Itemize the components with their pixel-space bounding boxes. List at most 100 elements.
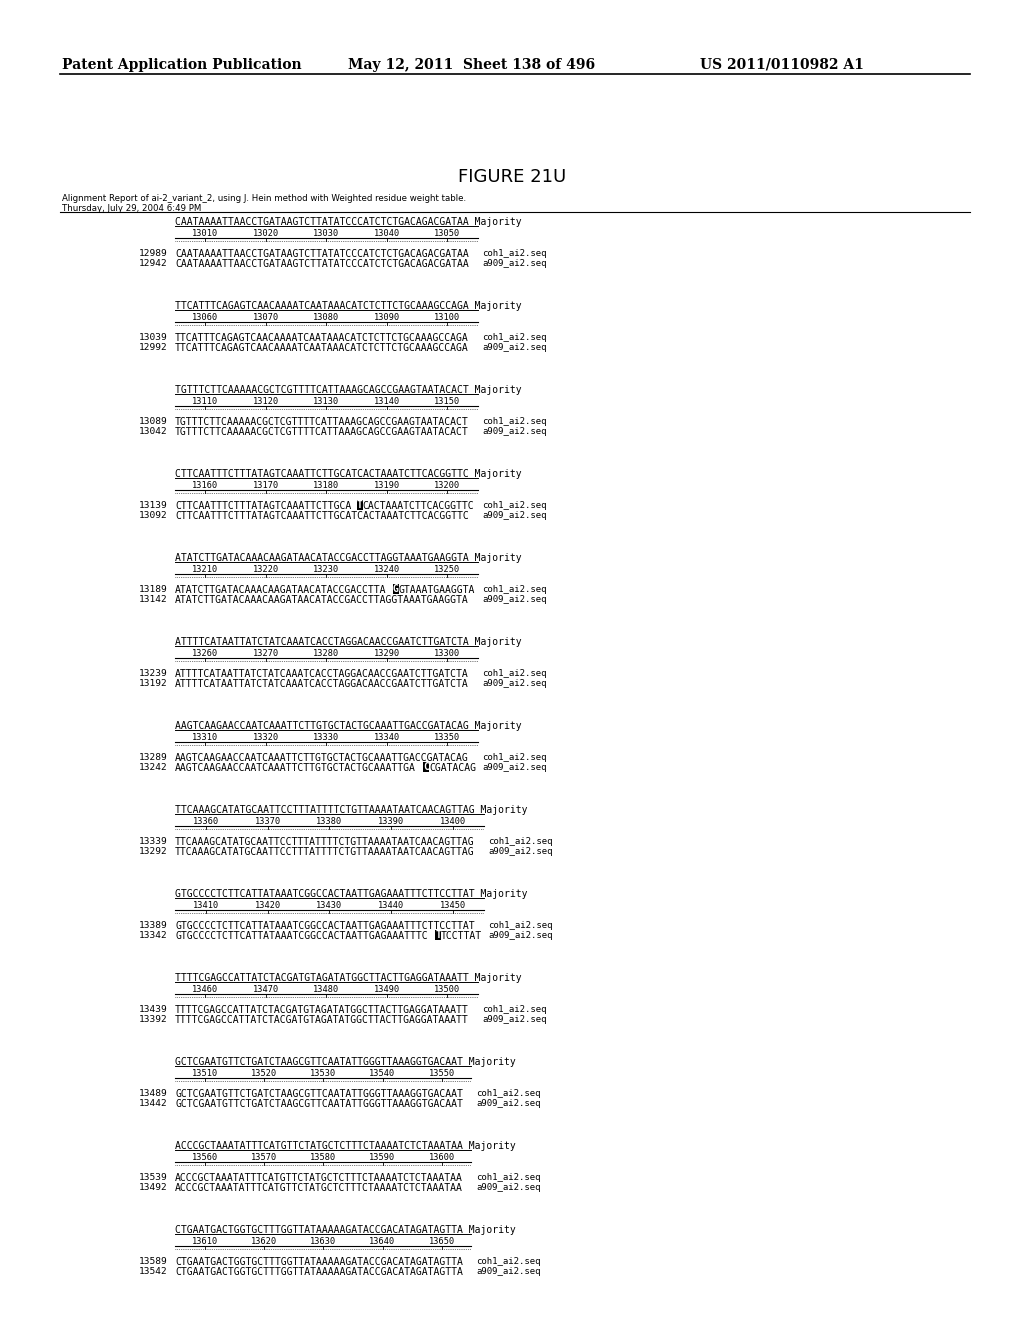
Text: CTGAATGACTGGTGCTTTGGTTATAAAAAGATACCGACATAGATAGTTA: CTGAATGACTGGTGCTTTGGTTATAAAAAGATACCGACAT… (175, 1257, 463, 1267)
Text: US 2011/0110982 A1: US 2011/0110982 A1 (700, 58, 864, 73)
Text: GCTCGAATGTTCTGATCTAAGCGTTCAATATTGGGTTAAAGGTGACAAT: GCTCGAATGTTCTGATCTAAGCGTTCAATATTGGGTTAAA… (175, 1100, 463, 1109)
Text: 13150: 13150 (434, 397, 461, 407)
Text: 13590: 13590 (370, 1152, 395, 1162)
Text: 13310: 13310 (193, 733, 218, 742)
Text: FIGURE 21U: FIGURE 21U (458, 168, 566, 186)
Text: TTTTCGAGCCATTATCTACGATGTAGATATGGCTTACTTGAGGATAAATT: TTTTCGAGCCATTATCTACGATGTAGATATGGCTTACTTG… (175, 1015, 469, 1026)
Text: 13340: 13340 (374, 733, 400, 742)
Text: 13470: 13470 (253, 985, 279, 994)
Text: a909_ai2.seq: a909_ai2.seq (482, 426, 547, 436)
Text: CACTAAATCTTCACGGTTC: CACTAAATCTTCACGGTTC (362, 502, 474, 511)
Text: 13039: 13039 (139, 333, 168, 342)
Text: 13430: 13430 (316, 902, 342, 909)
Text: GCTCGAATGTTCTGATCTAAGCGTTCAATATTGGGTTAAAGGTGACAAT Majority: GCTCGAATGTTCTGATCTAAGCGTTCAATATTGGGTTAAA… (175, 1057, 516, 1067)
Text: TTTTCGAGCCATTATCTACGATGTAGATATGGCTTACTTGAGGATAAATT: TTTTCGAGCCATTATCTACGATGTAGATATGGCTTACTTG… (175, 1005, 469, 1015)
Text: 13292: 13292 (139, 847, 168, 855)
Text: 13480: 13480 (313, 985, 339, 994)
Text: 13500: 13500 (434, 985, 461, 994)
Text: 13410: 13410 (193, 902, 219, 909)
Text: AAGTCAAGAACCAATCAAATTCTTGTGCTACTGCAAATTGA: AAGTCAAGAACCAATCAAATTCTTGTGCTACTGCAAATTG… (175, 763, 416, 774)
Text: 13230: 13230 (313, 565, 339, 574)
Text: 13120: 13120 (253, 397, 279, 407)
Text: TGTTTCTTCAAAAACGCTCGTTTTCATTAAAGCAGCCGAAGTAATACACT Majority: TGTTTCTTCAAAAACGCTCGTTTTCATTAAAGCAGCCGAA… (175, 385, 521, 395)
Text: 13390: 13390 (378, 817, 404, 826)
Text: 13170: 13170 (253, 480, 279, 490)
Text: CTGAATGACTGGTGCTTTGGTTATAAAAAGATACCGACATAGATAGTTA: CTGAATGACTGGTGCTTTGGTTATAAAAAGATACCGACAT… (175, 1267, 463, 1276)
Text: TTTTCGAGCCATTATCTACGATGTAGATATGGCTTACTTGAGGATAAATT Majority: TTTTCGAGCCATTATCTACGATGTAGATATGGCTTACTTG… (175, 973, 521, 983)
Text: 13360: 13360 (193, 817, 219, 826)
Text: 13400: 13400 (439, 817, 466, 826)
Text: 13070: 13070 (253, 313, 279, 322)
Text: 13042: 13042 (139, 426, 168, 436)
Text: 13460: 13460 (193, 985, 218, 994)
Text: 13510: 13510 (191, 1069, 218, 1078)
Text: 13350: 13350 (434, 733, 461, 742)
Text: TTCAAAGCATATGCAATTCCTTTATTTTCTGTTAAAATAATCAACAGTTAG: TTCAAAGCATATGCAATTCCTTTATTTTCTGTTAAAATAA… (175, 837, 475, 847)
Text: ATTTTCATAATTATCTATCAAATCACCTAGGACAACCGAATCTTGATCTA: ATTTTCATAATTATCTATCAAATCACCTAGGACAACCGAA… (175, 678, 469, 689)
Text: 13542: 13542 (139, 1267, 168, 1276)
Text: G: G (393, 583, 398, 594)
Text: ATATCTTGATACAAACAAGATAACATACCGACCTTAGGTAAATGAAGGTA Majority: ATATCTTGATACAAACAAGATAACATACCGACCTTAGGTA… (175, 553, 521, 564)
Text: 13540: 13540 (370, 1069, 395, 1078)
Text: CAATAAAATTAACCTGATAAGTCTTATATCCCATCTCTGACAGACGATAA Majority: CAATAAAATTAACCTGATAAGTCTTATATCCCATCTCTGA… (175, 216, 521, 227)
Text: coh1_ai2.seq: coh1_ai2.seq (476, 1257, 541, 1266)
Text: 13140: 13140 (374, 397, 400, 407)
Text: coh1_ai2.seq: coh1_ai2.seq (482, 585, 547, 594)
Text: 13440: 13440 (378, 902, 404, 909)
Text: 13320: 13320 (253, 733, 279, 742)
Text: Thursday, July 29, 2004 6:49 PM: Thursday, July 29, 2004 6:49 PM (62, 205, 202, 213)
Text: 13600: 13600 (429, 1152, 455, 1162)
Text: 12992: 12992 (139, 343, 168, 352)
Text: 13490: 13490 (374, 985, 400, 994)
Text: 13300: 13300 (434, 649, 461, 657)
Text: C: C (423, 762, 429, 771)
Text: coh1_ai2.seq: coh1_ai2.seq (488, 921, 553, 931)
Text: ACCCGCTAAATATTTCATGTTCTATGCTCTTTCTAAAATCTCTAAATAA: ACCCGCTAAATATTTCATGTTCTATGCTCTTTCTAAAATC… (175, 1183, 463, 1193)
Text: coh1_ai2.seq: coh1_ai2.seq (482, 669, 547, 678)
Text: TCCTTAT: TCCTTAT (441, 931, 482, 941)
Text: 13080: 13080 (313, 313, 339, 322)
Text: May 12, 2011  Sheet 138 of 496: May 12, 2011 Sheet 138 of 496 (348, 58, 595, 73)
Text: a909_ai2.seq: a909_ai2.seq (476, 1183, 541, 1192)
Text: Alignment Report of ai-2_variant_2, using J. Hein method with Weighted residue w: Alignment Report of ai-2_variant_2, usin… (62, 194, 466, 203)
Text: 13420: 13420 (254, 902, 281, 909)
Text: 13180: 13180 (313, 480, 339, 490)
Text: a909_ai2.seq: a909_ai2.seq (482, 763, 547, 772)
Text: 13342: 13342 (139, 931, 168, 940)
Text: 13289: 13289 (139, 752, 168, 762)
Text: 13380: 13380 (316, 817, 342, 826)
Text: TGTTTCTTCAAAAACGCTCGTTTTCATTAAAGCAGCCGAAGTAATACACT: TGTTTCTTCAAAAACGCTCGTTTTCATTAAAGCAGCCGAA… (175, 417, 469, 426)
Text: 13020: 13020 (253, 228, 279, 238)
Text: ATTTTCATAATTATCTATCAAATCACCTAGGACAACCGAATCTTGATCTA: ATTTTCATAATTATCTATCAAATCACCTAGGACAACCGAA… (175, 669, 469, 678)
Text: 13560: 13560 (191, 1152, 218, 1162)
Text: coh1_ai2.seq: coh1_ai2.seq (482, 1005, 547, 1014)
Text: 13210: 13210 (193, 565, 218, 574)
Text: 13589: 13589 (139, 1257, 168, 1266)
Text: 13370: 13370 (254, 817, 281, 826)
Text: 13089: 13089 (139, 417, 168, 426)
Text: a909_ai2.seq: a909_ai2.seq (482, 595, 547, 605)
Text: 13630: 13630 (310, 1237, 336, 1246)
Text: ACCCGCTAAATATTTCATGTTCTATGCTCTTTCTAAAATCTCTAAATAA: ACCCGCTAAATATTTCATGTTCTATGCTCTTTCTAAAATC… (175, 1173, 463, 1183)
Bar (356, 500, 362, 510)
Text: 13239: 13239 (139, 669, 168, 678)
Text: a909_ai2.seq: a909_ai2.seq (482, 678, 547, 688)
Text: 13439: 13439 (139, 1005, 168, 1014)
Bar (423, 762, 429, 771)
Text: a909_ai2.seq: a909_ai2.seq (476, 1267, 541, 1276)
Text: 13389: 13389 (139, 921, 168, 931)
Text: 13580: 13580 (310, 1152, 336, 1162)
Text: TGTTTCTTCAAAAACGCTCGTTTTCATTAAAGCAGCCGAAGTAATACACT: TGTTTCTTCAAAAACGCTCGTTTTCATTAAAGCAGCCGAA… (175, 426, 469, 437)
Text: 13280: 13280 (313, 649, 339, 657)
Text: TTCAAAGCATATGCAATTCCTTTATTTTCTGTTAAAATAATCAACAGTTAG: TTCAAAGCATATGCAATTCCTTTATTTTCTGTTAAAATAA… (175, 847, 475, 857)
Text: 13139: 13139 (139, 502, 168, 510)
Text: 13220: 13220 (253, 565, 279, 574)
Text: 13330: 13330 (313, 733, 339, 742)
Text: GTGCCCCTCTTCATTATAAATCGGCCACTAATTGAGAAATTTCTTCCTTAT Majority: GTGCCCCTCTTCATTATAAATCGGCCACTAATTGAGAAAT… (175, 888, 527, 899)
Text: ATTTTCATAATTATCTATCAAATCACCTAGGACAACCGAATCTTGATCTA Majority: ATTTTCATAATTATCTATCAAATCACCTAGGACAACCGAA… (175, 638, 521, 647)
Text: 13130: 13130 (313, 397, 339, 407)
Text: 13570: 13570 (251, 1152, 278, 1162)
Text: CAATAAAATTAACCTGATAAGTCTTATATCCCATCTCTGACAGACGATAA: CAATAAAATTAACCTGATAAGTCTTATATCCCATCTCTGA… (175, 249, 469, 259)
Text: GTAAATGAAGGTA: GTAAATGAAGGTA (399, 585, 475, 595)
Text: 13489: 13489 (139, 1089, 168, 1098)
